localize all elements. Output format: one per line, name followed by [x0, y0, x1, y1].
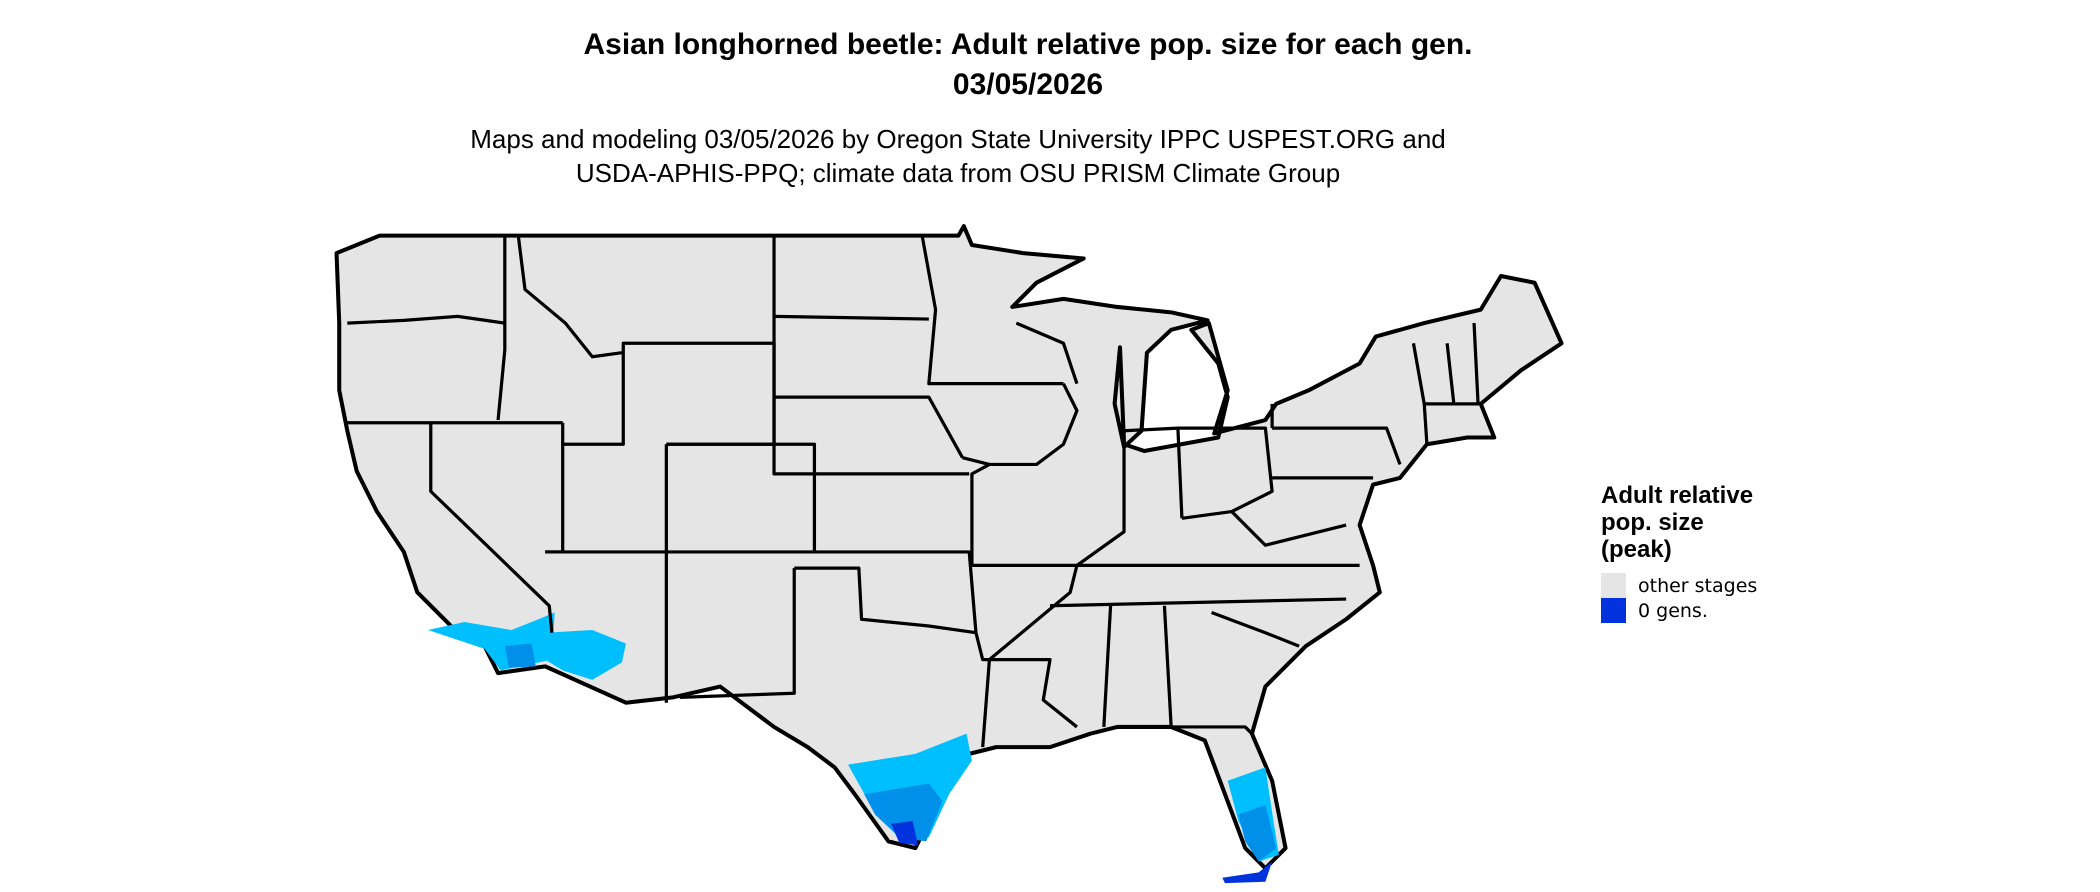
legend-swatch — [1601, 598, 1626, 623]
suitable-area-dark — [891, 821, 1273, 884]
state-borders — [347, 235, 1481, 748]
us-outline — [334, 224, 1564, 871]
map-date: 03/05/2026 — [952, 68, 1104, 101]
legend-label: other stages — [1638, 574, 1758, 597]
suitable-area-mid — [504, 643, 1277, 862]
legend-label: 0 gens. — [1638, 599, 1708, 622]
legend-title-line: pop. size — [1601, 509, 1704, 536]
map-subtitle-line1: Maps and modeling 03/05/2026 by Oregon S… — [470, 124, 1446, 154]
map-subtitle-line2: USDA-APHIS-PPQ; climate data from OSU PR… — [575, 158, 1341, 188]
legend: Adult relative pop. size (peak) other st… — [1601, 482, 1757, 623]
legend-title: Adult relative pop. size (peak) — [1601, 482, 1757, 563]
legend-item-other-stages: other stages — [1601, 573, 1757, 598]
legend-title-line: (peak) — [1601, 536, 1672, 563]
legend-swatch — [1601, 573, 1626, 598]
map-title: Asian longhorned beetle: Adult relative … — [583, 28, 1473, 61]
legend-item-0-gens: 0 gens. — [1601, 598, 1757, 623]
legend-title-line: Adult relative — [1601, 482, 1754, 509]
